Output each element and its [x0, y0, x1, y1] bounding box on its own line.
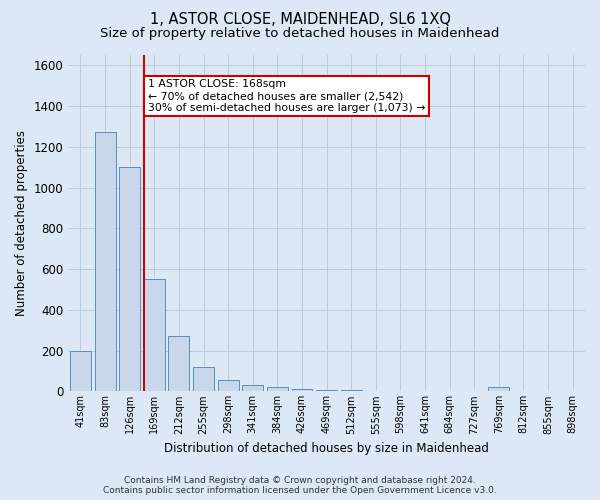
Bar — [242, 386, 263, 392]
Text: 1, ASTOR CLOSE, MAIDENHEAD, SL6 1XQ: 1, ASTOR CLOSE, MAIDENHEAD, SL6 1XQ — [149, 12, 451, 28]
Text: 1 ASTOR CLOSE: 168sqm
← 70% of detached houses are smaller (2,542)
30% of semi-d: 1 ASTOR CLOSE: 168sqm ← 70% of detached … — [148, 80, 425, 112]
Bar — [365, 391, 386, 392]
Bar — [70, 351, 91, 392]
Bar — [316, 390, 337, 392]
Bar — [193, 367, 214, 392]
X-axis label: Distribution of detached houses by size in Maidenhead: Distribution of detached houses by size … — [164, 442, 489, 455]
Bar — [119, 167, 140, 392]
Bar — [267, 388, 288, 392]
Bar — [95, 132, 116, 392]
Text: Contains HM Land Registry data © Crown copyright and database right 2024.
Contai: Contains HM Land Registry data © Crown c… — [103, 476, 497, 495]
Bar — [292, 390, 313, 392]
Bar — [341, 390, 362, 392]
Y-axis label: Number of detached properties: Number of detached properties — [15, 130, 28, 316]
Text: Size of property relative to detached houses in Maidenhead: Size of property relative to detached ho… — [100, 28, 500, 40]
Bar — [144, 278, 165, 392]
Bar — [169, 336, 190, 392]
Bar — [488, 388, 509, 392]
Bar — [218, 380, 239, 392]
